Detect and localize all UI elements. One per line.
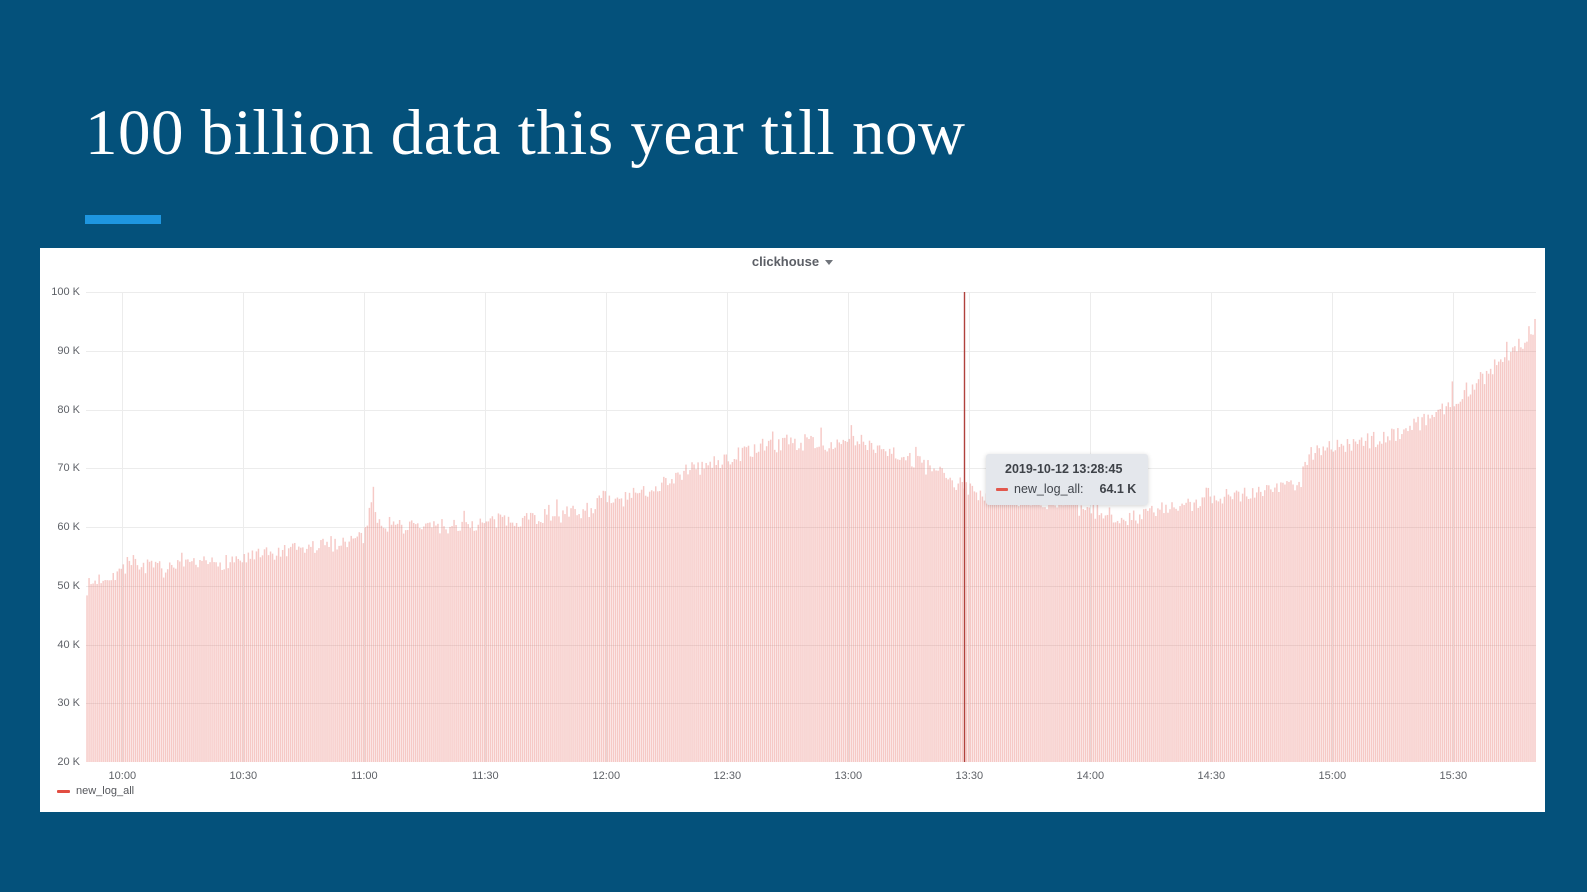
x-axis-label: 13:30 <box>955 770 984 782</box>
y-axis-label: 70 K <box>57 462 80 475</box>
y-axis-label: 80 K <box>57 403 80 416</box>
y-axis-label: 60 K <box>57 521 80 533</box>
x-axis-label: 12:00 <box>592 770 621 782</box>
tooltip-series-color-dash <box>996 487 1008 491</box>
y-axis-label: 90 K <box>57 344 80 357</box>
x-axis-label: 10:30 <box>229 770 258 782</box>
chart-canvas <box>86 292 1536 762</box>
x-axis-label: 13:00 <box>834 770 863 782</box>
x-axis-label: 11:30 <box>471 770 499 782</box>
slide-title: 100 billion data this year till now <box>85 97 966 169</box>
x-axis-label: 10:00 <box>108 770 137 782</box>
legend-color-dash <box>57 789 70 793</box>
chart-legend: new_log_all <box>57 785 134 797</box>
y-axis-label: 20 K <box>57 756 80 768</box>
chevron-down-icon <box>825 260 834 266</box>
y-axis-label: 50 K <box>57 579 80 592</box>
x-axis-label: 11:00 <box>350 770 378 782</box>
legend-series-label[interactable]: new_log_all <box>76 785 135 797</box>
time-series-plot[interactable] <box>86 292 1536 762</box>
chart-tooltip: 2019-10-12 13:28:45 new_log_all: 64.1 K <box>986 454 1149 505</box>
x-axis-label: 15:30 <box>1439 770 1468 782</box>
y-axis-label: 30 K <box>57 697 80 710</box>
panel-title-dropdown[interactable]: clickhouse <box>40 253 1545 271</box>
x-axis-label: 14:00 <box>1076 770 1105 782</box>
title-accent-bar <box>85 215 161 224</box>
y-axis-label: 40 K <box>57 638 80 651</box>
tooltip-value: 64.1 K <box>1099 482 1137 496</box>
x-axis-label: 12:30 <box>713 770 742 782</box>
tooltip-series-label: new_log_all: <box>1014 482 1084 496</box>
x-axis-label: 15:00 <box>1318 770 1347 782</box>
tooltip-timestamp: 2019-10-12 13:28:45 <box>1005 462 1123 476</box>
panel-title[interactable]: clickhouse <box>751 254 820 269</box>
x-axis-label: 14:30 <box>1197 770 1226 782</box>
grafana-panel: clickhouse 2019-10-12 13:28:45 new_log_a… <box>40 248 1545 812</box>
y-axis-label: 100 K <box>51 286 80 298</box>
